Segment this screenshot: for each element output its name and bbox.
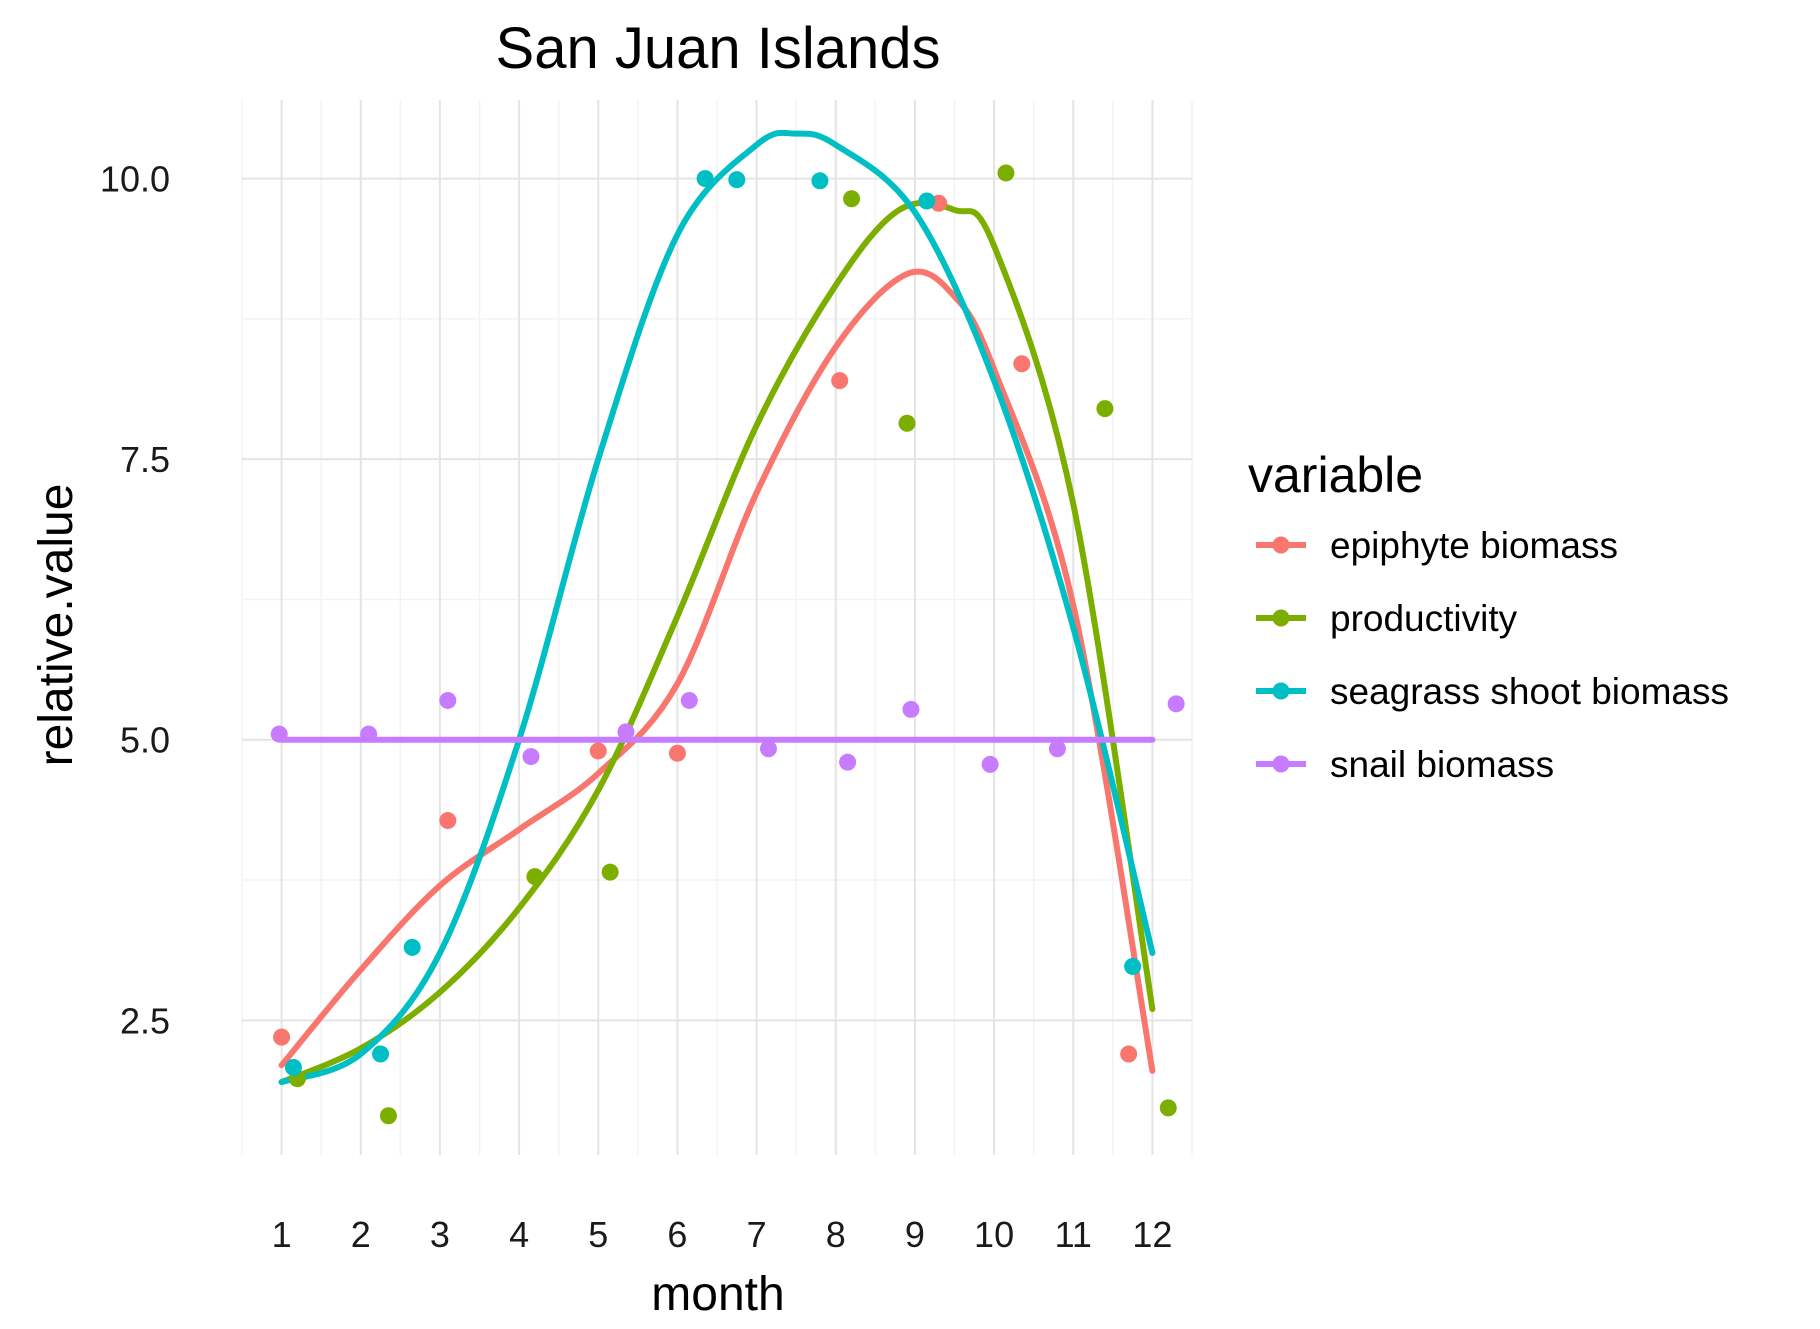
legend-key-point-seagrass-shoot-biomass (1273, 683, 1290, 700)
x-tick-label: 7 (747, 1214, 767, 1255)
point-snail-biomass (760, 740, 777, 757)
point-productivity (1096, 400, 1113, 417)
point-seagrass-shoot-biomass (285, 1059, 302, 1076)
point-productivity (602, 864, 619, 881)
point-seagrass-shoot-biomass (811, 172, 828, 189)
point-epiphyte-biomass (273, 1029, 290, 1046)
legend-key-point-snail-biomass (1273, 756, 1290, 773)
point-epiphyte-biomass (669, 745, 686, 762)
x-tick-label: 1 (272, 1214, 292, 1255)
point-snail-biomass (681, 692, 698, 709)
point-productivity (899, 415, 916, 432)
point-productivity (843, 190, 860, 207)
legend-label-epiphyte-biomass: epiphyte biomass (1330, 525, 1618, 566)
x-tick-label: 4 (509, 1214, 529, 1255)
point-seagrass-shoot-biomass (728, 171, 745, 188)
legend: variable epiphyte biomass productivity sea… (1248, 447, 1729, 785)
y-tick-label: 10.0 (100, 159, 170, 200)
point-snail-biomass (1049, 740, 1066, 757)
legend-label-snail-biomass: snail biomass (1330, 744, 1554, 785)
point-productivity (997, 164, 1014, 181)
point-snail-biomass (360, 726, 377, 743)
legend-key-point-productivity (1273, 610, 1290, 627)
x-tick-labels: 1 2 3 4 5 6 7 8 9 10 11 12 (272, 1214, 1173, 1255)
point-snail-biomass (839, 754, 856, 771)
grid-minor (242, 100, 1192, 1155)
x-tick-label: 11 (1055, 1214, 1092, 1255)
chart-title: San Juan Islands (496, 16, 941, 81)
data-points (271, 164, 1185, 1124)
x-tick-label: 3 (430, 1214, 450, 1255)
point-snail-biomass (1168, 695, 1185, 712)
point-seagrass-shoot-biomass (372, 1045, 389, 1062)
legend-key-point-epiphyte-biomass (1273, 537, 1290, 554)
point-seagrass-shoot-biomass (918, 193, 935, 210)
point-snail-biomass (522, 748, 539, 765)
x-tick-label: 5 (588, 1214, 608, 1255)
point-epiphyte-biomass (1120, 1045, 1137, 1062)
y-tick-label: 2.5 (120, 1000, 170, 1041)
point-snail-biomass (271, 726, 288, 743)
point-productivity (1160, 1099, 1177, 1116)
x-tick-label: 8 (826, 1214, 846, 1255)
legend-title: variable (1248, 447, 1423, 503)
point-epiphyte-biomass (1013, 355, 1030, 372)
x-tick-label: 2 (351, 1214, 371, 1255)
legend-label-productivity: productivity (1330, 598, 1518, 639)
point-epiphyte-biomass (831, 372, 848, 389)
x-tick-label: 12 (1132, 1214, 1172, 1255)
point-productivity (380, 1107, 397, 1124)
x-tick-label: 9 (905, 1214, 925, 1255)
point-snail-biomass (617, 723, 634, 740)
legend-label-seagrass-shoot-biomass: seagrass shoot biomass (1330, 671, 1729, 712)
point-epiphyte-biomass (439, 812, 456, 829)
y-tick-label: 5.0 (120, 720, 170, 761)
x-tick-label: 10 (974, 1214, 1014, 1255)
point-seagrass-shoot-biomass (697, 170, 714, 187)
y-tick-label: 7.5 (120, 439, 170, 480)
point-productivity (526, 868, 543, 885)
point-seagrass-shoot-biomass (1124, 958, 1141, 975)
x-tick-label: 6 (667, 1214, 687, 1255)
point-epiphyte-biomass (590, 742, 607, 759)
point-snail-biomass (982, 756, 999, 773)
point-snail-biomass (902, 701, 919, 718)
y-tick-labels: 2.5 5.0 7.5 10.0 (100, 159, 170, 1042)
x-axis-title: month (651, 1268, 784, 1321)
point-snail-biomass (439, 692, 456, 709)
point-seagrass-shoot-biomass (404, 939, 421, 956)
y-axis-title: relative.value (30, 484, 83, 767)
